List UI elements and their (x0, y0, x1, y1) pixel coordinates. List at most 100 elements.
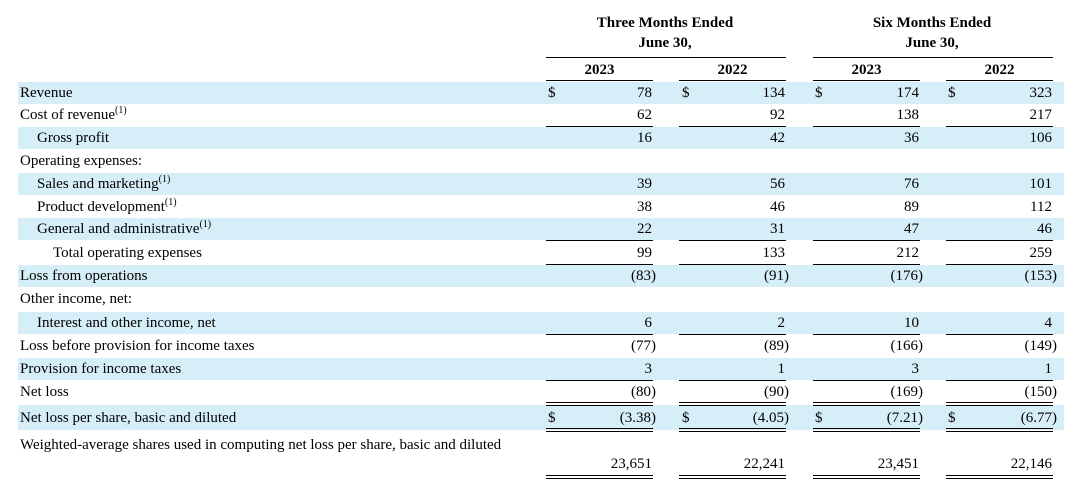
year-rule-3 (813, 80, 920, 81)
total-double-rule (813, 428, 920, 432)
cell-value: 46 (770, 199, 785, 215)
cell-value: 1 (1044, 361, 1053, 377)
cell-value: 99 (637, 245, 652, 261)
cell-value: 101 (1029, 176, 1053, 192)
subtotal-rule (546, 264, 653, 265)
footnote-marker: (1) (199, 219, 212, 230)
year-rule-2 (679, 80, 786, 81)
row-band (18, 405, 1064, 430)
cell-value: (89) (764, 338, 789, 354)
row-label-loss-before-taxes: Loss before provision for income taxes (20, 338, 255, 354)
currency-symbol: $ (682, 410, 690, 426)
footnote-marker: (1) (158, 174, 171, 185)
cell-value: (6.77) (1020, 410, 1057, 426)
cell-value: (4.05) (752, 410, 789, 426)
cell-value: 217 (1029, 107, 1053, 123)
total-double-rule (546, 428, 653, 432)
year-header-3: 2023 (851, 62, 882, 78)
subtotal-rule (813, 126, 920, 127)
row-label-gross-profit: Gross profit (37, 130, 110, 146)
cell-value: (90) (764, 384, 789, 400)
row-label-net-loss-per-share: Net loss per share, basic and diluted (20, 410, 237, 426)
cell-value: 22,146 (1010, 456, 1052, 472)
row-label-product-development: Product development(1) (37, 197, 177, 216)
subtotal-rule (679, 240, 786, 241)
header-three-months: Three Months Ended June 30, (545, 13, 785, 53)
cell-value: (176) (890, 268, 924, 284)
total-double-rule (679, 402, 786, 406)
cell-value: 22,241 (743, 456, 785, 472)
subtotal-rule (946, 240, 1053, 241)
header-three-months-line1: Three Months Ended (596, 15, 734, 31)
cell-value: 106 (1029, 130, 1053, 146)
subtotal-rule (679, 126, 786, 127)
cell-value: 2 (777, 315, 786, 331)
total-double-rule (679, 475, 786, 479)
header-six-months: Six Months Ended June 30, (812, 13, 1052, 53)
cell-value: 6 (644, 315, 653, 331)
row-label-cost-of-revenue: Cost of revenue(1) (20, 105, 127, 124)
row-label-interest-other-income: Interest and other income, net (37, 315, 216, 331)
row-band (18, 358, 1064, 380)
cell-value: 134 (762, 85, 786, 101)
row-label-net-loss: Net loss (20, 384, 69, 400)
cell-value: 31 (770, 221, 785, 237)
subtotal-rule (546, 240, 653, 241)
cell-value: (91) (764, 268, 789, 284)
row-band (18, 82, 1064, 104)
currency-symbol: $ (815, 85, 823, 101)
subtotal-rule (679, 334, 786, 335)
cell-value: 89 (904, 199, 919, 215)
row-label-general-administrative: General and administrative(1) (37, 219, 212, 238)
row-band (18, 173, 1064, 195)
cell-value: 39 (637, 176, 652, 192)
cell-value: 92 (770, 107, 785, 123)
cell-value: 212 (896, 245, 920, 261)
cell-value: 76 (904, 176, 919, 192)
cell-value: 10 (904, 315, 919, 331)
cell-value: 36 (904, 130, 919, 146)
cell-value: 23,451 (877, 456, 919, 472)
cell-value: 133 (762, 245, 786, 261)
cell-value: 56 (770, 176, 785, 192)
subtotal-rule (946, 126, 1053, 127)
currency-symbol: $ (682, 85, 690, 101)
cell-value: 1 (777, 361, 786, 377)
footnote-marker: (1) (114, 105, 127, 116)
subtotal-rule (546, 126, 653, 127)
subtotal-rule (813, 334, 920, 335)
cell-value: (7.21) (886, 410, 923, 426)
subtotal-rule (946, 334, 1053, 335)
subtotal-rule (813, 240, 920, 241)
footnote-marker: (1) (164, 197, 177, 208)
header-six-months-line1: Six Months Ended (872, 15, 992, 31)
cell-value: 42 (770, 130, 785, 146)
cell-value: (166) (890, 338, 924, 354)
cell-value: (80) (631, 384, 656, 400)
row-label-revenue: Revenue (20, 85, 73, 101)
cell-value: (3.38) (619, 410, 656, 426)
year-rule-4 (946, 80, 1053, 81)
currency-symbol: $ (548, 85, 556, 101)
row-band (18, 218, 1064, 240)
cell-value: 78 (637, 85, 652, 101)
currency-symbol: $ (948, 410, 956, 426)
cell-value: 22 (637, 221, 652, 237)
total-double-rule (946, 475, 1053, 479)
row-label-loss-from-operations: Loss from operations (20, 268, 148, 284)
year-header-1: 2023 (584, 62, 615, 78)
subtotal-rule (813, 264, 920, 265)
currency-symbol: $ (948, 85, 956, 101)
year-header-2: 2022 (717, 62, 748, 78)
currency-symbol: $ (815, 410, 823, 426)
subtotal-rule (679, 264, 786, 265)
row-label-provision-income-taxes: Provision for income taxes (20, 361, 182, 377)
total-double-rule (679, 428, 786, 432)
cell-value: 4 (1044, 315, 1053, 331)
row-label-total-operating-expenses: Total operating expenses (53, 245, 202, 261)
cell-value: 62 (637, 107, 652, 123)
cell-value: 323 (1029, 85, 1053, 101)
row-label-operating-expenses: Operating expenses: (20, 153, 143, 169)
year-rule-1 (546, 80, 653, 81)
cell-value: 112 (1030, 199, 1052, 215)
